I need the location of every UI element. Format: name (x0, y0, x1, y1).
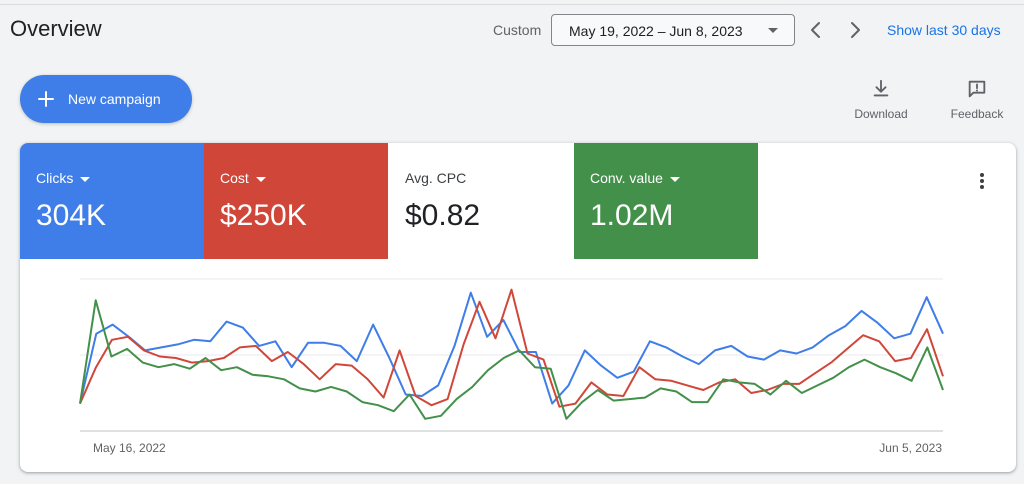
metric-value: $0.82 (405, 199, 481, 232)
metric-value: $250K (220, 199, 307, 232)
metric-tile-clicks[interactable]: Clicks 304K (20, 143, 204, 259)
metric-value: 1.02M (590, 199, 674, 232)
dropdown-arrow-icon (80, 176, 91, 182)
metric-label: Cost (220, 170, 266, 186)
x-axis-end-label: Jun 5, 2023 (879, 441, 942, 455)
more-vert-icon (980, 173, 984, 189)
date-range-type-label: Custom (493, 22, 542, 38)
date-range-select[interactable]: May 19, 2022 – Jun 8, 2023 (551, 14, 795, 46)
show-last-30-days-link[interactable]: Show last 30 days (887, 22, 1001, 38)
metric-tile-cost[interactable]: Cost $250K (204, 143, 388, 259)
metric-tile-conv-value[interactable]: Conv. value 1.02M (574, 143, 758, 259)
metric-tile-avg-cpc[interactable]: Avg. CPC $0.82 (389, 143, 573, 259)
dropdown-arrow-icon (768, 28, 778, 33)
metric-value: 304K (36, 199, 107, 232)
metric-label: Clicks (36, 170, 91, 186)
feedback-button[interactable]: Feedback (944, 78, 1010, 121)
x-axis-start-label: May 16, 2022 (93, 441, 166, 455)
next-period-button[interactable] (843, 18, 867, 42)
previous-period-button[interactable] (804, 18, 828, 42)
new-campaign-label: New campaign (68, 91, 161, 107)
plus-icon (38, 91, 54, 107)
download-button[interactable]: Download (848, 78, 914, 121)
dropdown-arrow-icon (669, 176, 680, 182)
series-line-2 (79, 288, 944, 408)
more-options-button[interactable] (970, 169, 994, 193)
feedback-label: Feedback (950, 107, 1004, 121)
new-campaign-button[interactable]: New campaign (20, 75, 192, 123)
chevron-right-icon (851, 22, 860, 38)
metric-label: Conv. value (590, 170, 680, 186)
download-icon (873, 79, 889, 97)
series-line-1 (79, 291, 944, 405)
date-range-value: May 19, 2022 – Jun 8, 2023 (569, 23, 743, 39)
top-divider (0, 4, 1024, 5)
download-label: Download (854, 107, 908, 121)
dropdown-arrow-icon (255, 176, 266, 182)
chevron-left-icon (811, 22, 820, 38)
page-title: Overview (10, 16, 102, 41)
performance-line-chart: May 16, 2022 Jun 5, 2023 (79, 278, 944, 455)
series-line-3 (79, 299, 944, 420)
metric-label: Avg. CPC (405, 170, 467, 186)
performance-card: Clicks 304K Cost $250K Avg. CPC $0.82 Co… (20, 143, 1016, 472)
feedback-icon (968, 80, 986, 98)
